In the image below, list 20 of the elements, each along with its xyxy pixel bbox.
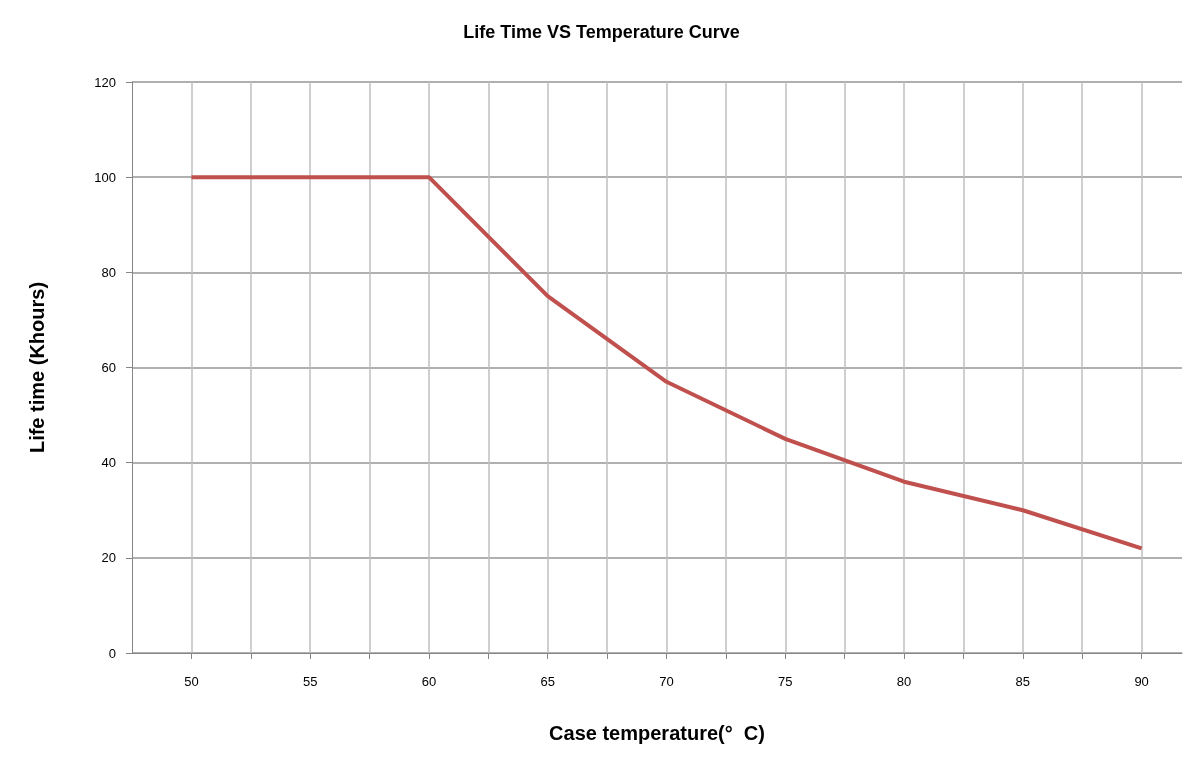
- y-tick-label: 20: [101, 550, 116, 566]
- x-tick-label: 50: [184, 674, 199, 689]
- x-tick-label: 60: [421, 674, 437, 689]
- y-tick-label: 60: [101, 360, 116, 375]
- y-axis-title: Life time (Khours): [26, 281, 48, 454]
- x-tick-label: 75: [778, 674, 793, 689]
- x-axis-title: Case temperature(° C): [549, 722, 765, 744]
- y-tick-label: 80: [101, 264, 116, 280]
- y-tick-label: 40: [101, 455, 116, 471]
- x-tick-label: 90: [1134, 674, 1149, 689]
- y-tick-label: 0: [108, 645, 116, 661]
- y-tick-label: 120: [94, 74, 116, 90]
- chart-title: Life Time VS Temperature Curve: [463, 22, 740, 42]
- x-tick-label: 55: [302, 674, 318, 689]
- x-tick-label: 80: [896, 674, 912, 689]
- x-tick-label: 70: [659, 674, 674, 689]
- x-tick-label: 85: [1015, 674, 1031, 689]
- x-tick-label: 65: [540, 674, 555, 689]
- line-series: [189, 175, 1144, 551]
- y-tick-label: 100: [94, 169, 116, 185]
